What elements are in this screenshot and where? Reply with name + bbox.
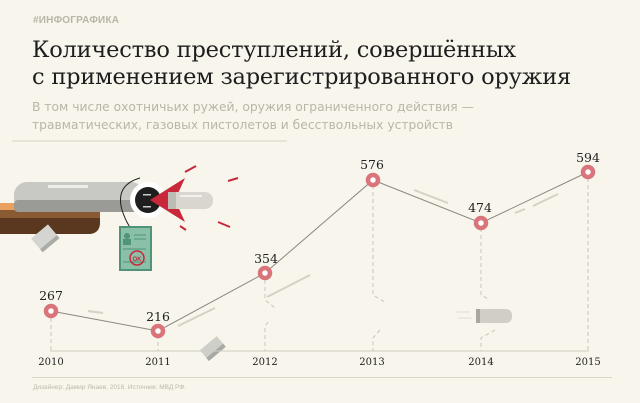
data-line bbox=[50, 171, 589, 332]
title-line-2: с применением зарегистрированного оружия bbox=[32, 64, 572, 90]
svg-text:2011: 2011 bbox=[145, 357, 170, 368]
source-credit: Дизайнер: Дамир Янаев, 2016. Источник: М… bbox=[33, 384, 187, 391]
subtitle-line-1: В том числе охотничьих ружей, оружия огр… bbox=[32, 100, 474, 114]
category-tag: #ИНФОГРАФИКА bbox=[33, 15, 120, 26]
svg-text:2010: 2010 bbox=[38, 357, 63, 368]
chart-subtitle: В том числе охотничьих ружей, оружия огр… bbox=[32, 98, 632, 134]
marker-2014[interactable] bbox=[473, 215, 489, 231]
top-divider bbox=[12, 140, 287, 142]
svg-text:576: 576 bbox=[360, 157, 384, 172]
marker-2013[interactable] bbox=[365, 172, 381, 188]
marker-2015[interactable] bbox=[580, 164, 596, 180]
chart-title: Количество преступлений, совершённых с п… bbox=[32, 37, 632, 91]
svg-text:594: 594 bbox=[576, 150, 600, 165]
motion-streaks bbox=[87, 189, 559, 327]
svg-text:2012: 2012 bbox=[252, 357, 277, 368]
flying-bullet-icon bbox=[455, 309, 512, 323]
rifle-illustration bbox=[0, 165, 239, 253]
svg-text:354: 354 bbox=[254, 251, 278, 266]
svg-text:2013: 2013 bbox=[359, 357, 384, 368]
marker-2012[interactable] bbox=[257, 265, 273, 281]
svg-text:2014: 2014 bbox=[468, 357, 493, 368]
svg-text:OK: OK bbox=[133, 257, 143, 263]
x-axis-labels: 2010 2011 2012 2013 2014 2015 bbox=[38, 357, 600, 368]
value-labels: 267 216 354 576 474 594 bbox=[39, 150, 600, 324]
marker-2011[interactable] bbox=[150, 323, 166, 339]
license-card-icon: OK bbox=[119, 226, 152, 271]
svg-text:474: 474 bbox=[468, 200, 492, 215]
drop-lines bbox=[50, 178, 589, 351]
subtitle-line-2: травматических, газовых пистолетов и бес… bbox=[32, 118, 454, 132]
bottom-divider bbox=[32, 377, 612, 378]
svg-text:2015: 2015 bbox=[575, 357, 600, 368]
svg-text:216: 216 bbox=[146, 309, 170, 324]
data-markers bbox=[43, 164, 596, 339]
casing-icon bbox=[199, 336, 226, 361]
marker-2010[interactable] bbox=[43, 303, 59, 319]
svg-text:267: 267 bbox=[39, 288, 63, 303]
title-line-1: Количество преступлений, совершённых bbox=[32, 37, 516, 63]
